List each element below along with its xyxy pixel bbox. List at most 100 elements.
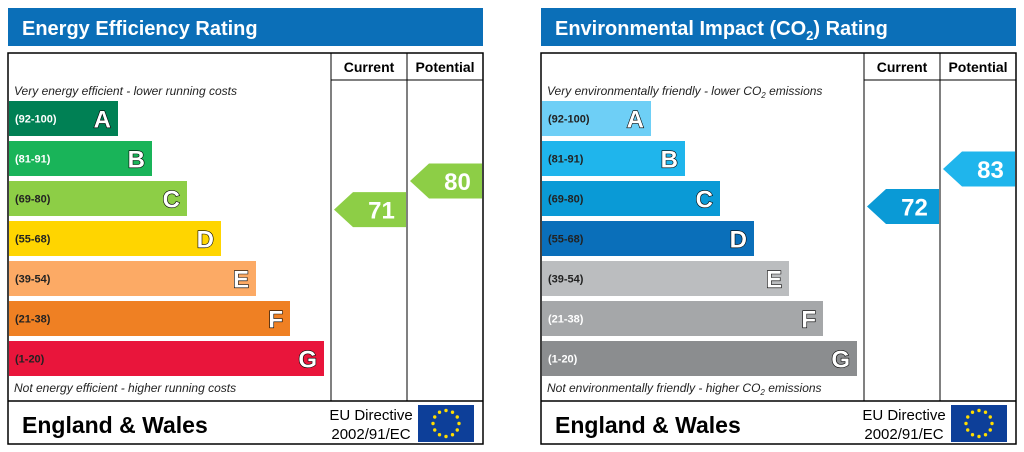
current-rating-arrow-value: 72 [901,194,928,221]
rating-band-letter: F [268,307,283,334]
rating-band-bar [9,341,324,376]
eu-flag-star-icon [433,428,437,432]
rating-band-letter: C [696,187,713,214]
rating-band-bar [542,261,789,296]
rating-band-bar [9,141,152,176]
rating-band-range: (69-80) [15,194,51,206]
eu-flag-star-icon [437,410,442,414]
rating-band-letter: A [627,107,644,134]
rating-band-d: (55-68) D [542,221,754,256]
bottom-note: Not environmentally friendly - higher CO… [547,381,822,397]
rating-band-letter: C [163,187,180,214]
rating-bands: (92-100) A (81-91) B (69-80) C (55-68) D (39-54)… [9,101,324,376]
rating-band-e: (39-54) E [542,261,789,296]
rating-band-range: (92-100) [548,114,590,126]
column-header-potential: Potential [415,59,474,75]
rating-band-bar [9,181,187,216]
rating-band-c: (69-80) C [542,181,720,216]
eu-flag-star-icon [444,434,448,439]
eu-flag-star-icon [970,410,975,414]
top-note: Very energy efficient - lower running co… [14,84,237,98]
rating-band-range: (55-68) [15,234,51,246]
potential-rating-arrow-value: 83 [977,157,1004,184]
rating-band-letter: E [233,267,249,294]
chart-frame [7,52,484,445]
rating-band-bar [542,221,754,256]
rating-band-b: (81-91) B [542,141,685,176]
rating-band-range: (81-91) [15,154,51,166]
column-header-potential: Potential [948,59,1007,75]
rating-band-a: (92-100) A [542,101,651,136]
rating-band-range: (1-20) [15,354,45,366]
rating-band-range: (39-54) [548,274,584,286]
bottom-note-subscript: 2 [759,388,765,397]
eu-flag-star-icon [977,408,981,413]
eu-flag-star-icon [455,415,459,419]
current-rating-arrow-shape [867,188,939,224]
eu-flag-star-icon [450,433,455,437]
rating-band-range: (69-80) [548,194,584,206]
current-rating-arrow: 71 [334,192,406,228]
chart-title-subscript: 2 [806,28,813,43]
current-rating-arrow: 72 [867,188,939,224]
eu-flag-star-icon [457,421,461,426]
footer-region: England & Wales [555,412,741,438]
bottom-note: Not energy efficient - higher running co… [14,381,236,395]
rating-band-letter: F [801,307,816,334]
top-note-subscript: 2 [760,91,766,100]
rating-band-range: (55-68) [548,234,584,246]
eu-flag-icon [951,405,1007,442]
rating-band-range: (21-38) [15,314,51,326]
eu-flag-star-icon [970,433,975,437]
rating-band-letter: G [298,347,317,374]
eu-flag-star-icon [450,410,455,414]
rating-band-d: (55-68) D [9,221,221,256]
eu-flag-star-icon [990,421,994,426]
footer-directive-line2: 2002/91/EC [864,426,943,443]
rating-band-bar [542,141,685,176]
rating-band-range: (92-100) [15,114,57,126]
footer-directive-line2: 2002/91/EC [331,426,410,443]
eu-flag-star-icon [431,421,435,426]
footer-directive-line1: EU Directive [329,407,412,424]
eu-flag-icon [418,405,474,442]
rating-band-e: (39-54) E [9,261,256,296]
bottom-note-after: emissions [765,381,822,395]
rating-bands: (92-100) A (81-91) B (69-80) C (55-68) D (39-54)… [542,101,857,376]
potential-rating-arrow-shape [943,151,1015,187]
chart-title-text: Energy Efficiency Rating [22,18,258,40]
rating-band-range: (21-38) [548,314,584,326]
eu-flag-star-icon [966,415,970,419]
potential-rating-arrow-shape [410,163,482,199]
column-header-current: Current [877,59,928,75]
chart-title: Environmental Impact (CO2) Rating [555,18,888,43]
rating-band-f: (21-38) F [9,301,290,336]
bottom-note-text: Not energy efficient - higher running co… [14,381,236,395]
rating-band-bar [9,301,290,336]
panel-energy-efficiency: Energy Efficiency Rating Current Potential… [7,8,484,445]
rating-band-bar [9,101,118,136]
eu-flag-star-icon [437,433,442,437]
rating-band-bar [9,261,256,296]
potential-rating-arrow: 80 [410,163,482,199]
potential-rating-arrow-value: 80 [444,169,471,196]
rating-band-bar [542,101,651,136]
rating-band-letter: B [661,147,678,174]
footer-directive-line1: EU Directive [862,407,945,424]
rating-band-g: (1-20) G [9,341,324,376]
panel-environmental-impact: Environmental Impact (CO2) Rating Current… [540,8,1017,445]
rating-band-bar [542,181,720,216]
current-rating-arrow-shape [334,192,406,228]
eu-flag-star-icon [966,428,970,432]
rating-band-g: (1-20) G [542,341,857,376]
current-rating-arrow-value: 71 [368,198,395,225]
rating-band-letter: D [730,227,747,254]
rating-band-letter: A [94,107,111,134]
footer-region: England & Wales [22,412,208,438]
rating-band-letter: B [128,147,145,174]
rating-band-range: (39-54) [15,274,51,286]
chart-frame [540,52,1017,445]
eu-flag-star-icon [455,428,459,432]
rating-band-bar [9,221,221,256]
